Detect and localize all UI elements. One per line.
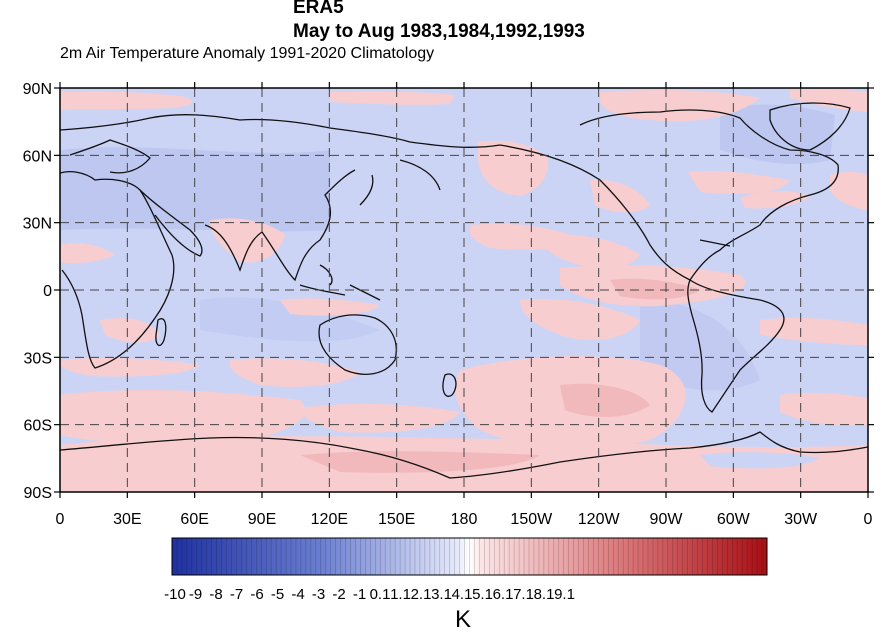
arabia-coast-line bbox=[139, 189, 203, 257]
colorbar-label: -9 bbox=[189, 586, 202, 603]
africa-coast-line bbox=[60, 171, 175, 369]
lon-label: 90E bbox=[248, 511, 276, 528]
warm-patch bbox=[60, 357, 200, 377]
colorbar-label: 6.1 bbox=[493, 586, 514, 603]
lat-label: 90S bbox=[24, 485, 52, 502]
colorbar bbox=[171, 537, 768, 576]
lon-label: 90W bbox=[650, 511, 684, 528]
colorbar-unit: K bbox=[455, 606, 472, 633]
japan-coast-line bbox=[359, 174, 374, 206]
lat-label: 0 bbox=[43, 283, 52, 300]
antarctica-coast-line bbox=[60, 431, 868, 479]
warm-patch bbox=[600, 90, 760, 122]
warm-patch bbox=[740, 190, 810, 209]
latitude-axis: 90N 60N 30N 0 30S 60S 90S bbox=[23, 81, 874, 502]
colorbar-label: -10 bbox=[164, 586, 186, 603]
lon-label: 180 bbox=[451, 511, 478, 528]
warm-patch bbox=[780, 392, 868, 426]
lon-label: 150E bbox=[378, 511, 415, 528]
siberia-coast-line bbox=[399, 159, 441, 191]
colorbar-labels: -10 -9 -8 -7 -6 -5 -4 -3 -2 -1 0.1 1.1 2.1 3.1 4.1 5.1 6… bbox=[164, 586, 575, 603]
colorbar-label: -5 bbox=[271, 586, 284, 603]
colorbar-label: 4.1 bbox=[452, 586, 473, 603]
lat-label: 90N bbox=[23, 81, 52, 98]
lon-label: 120W bbox=[578, 511, 621, 528]
north-america-coast-line bbox=[499, 109, 839, 281]
warm-patch bbox=[688, 170, 790, 195]
colorbar-label: -6 bbox=[250, 586, 263, 603]
colorbar-label: -4 bbox=[291, 586, 304, 603]
lon-label: 30E bbox=[113, 511, 141, 528]
australia-coast-line bbox=[318, 314, 397, 375]
colorbar-label: -1 bbox=[353, 586, 366, 603]
lat-label: 30N bbox=[23, 216, 52, 233]
lon-label: 0 bbox=[56, 511, 65, 528]
colorbar-label: 3.1 bbox=[431, 586, 452, 603]
colorbar-label: 9.1 bbox=[554, 586, 575, 603]
warm-patch bbox=[478, 140, 549, 196]
colorbar-ticks bbox=[176, 538, 763, 575]
warm-patch bbox=[60, 390, 306, 445]
warm-patch bbox=[539, 234, 640, 269]
graticule bbox=[60, 88, 868, 492]
indonesia-coast-line bbox=[299, 264, 381, 301]
lon-label: 60W bbox=[717, 511, 751, 528]
colorbar-label: -2 bbox=[332, 586, 345, 603]
lat-label: 30S bbox=[24, 350, 52, 367]
map-title-period: May to Aug 1983,1984,1992,1993 bbox=[293, 21, 585, 42]
east-asia-coast-line bbox=[261, 169, 356, 282]
colorbar-label: 5.1 bbox=[472, 586, 493, 603]
warm-patch bbox=[790, 89, 868, 112]
lon-label: 0 bbox=[864, 511, 873, 528]
warm-patch bbox=[210, 218, 285, 263]
caribbean-coast-line bbox=[699, 239, 731, 247]
warm-core bbox=[560, 383, 650, 417]
north-eurasia-coast-line bbox=[60, 114, 501, 148]
warm-core bbox=[610, 278, 700, 300]
colorbar-label: 2.1 bbox=[411, 586, 432, 603]
warm-patch bbox=[100, 318, 160, 343]
colorbar-label: 7.1 bbox=[513, 586, 534, 603]
lon-label: 30W bbox=[784, 511, 818, 528]
lon-label: 60E bbox=[180, 511, 208, 528]
map-title-source: ERA5 bbox=[293, 0, 344, 18]
warm-patch bbox=[280, 298, 380, 316]
lat-label: 60S bbox=[24, 418, 52, 435]
new-zealand-coast-line bbox=[442, 373, 457, 397]
warm-patch bbox=[760, 317, 868, 345]
colorbar-label: 8.1 bbox=[534, 586, 555, 603]
warm-patch bbox=[830, 171, 868, 210]
warm-patch bbox=[520, 298, 640, 340]
warm-patch bbox=[60, 91, 193, 110]
colorbar-label: -3 bbox=[312, 586, 325, 603]
madagascar-coast-line bbox=[155, 318, 167, 347]
cold-patch bbox=[60, 147, 330, 232]
map-subtitle: 2m Air Temperature Anomaly 1991-2020 Cli… bbox=[60, 45, 435, 62]
greenland-coast-line bbox=[769, 102, 851, 151]
warm-patch bbox=[60, 243, 115, 264]
europe-coast-line bbox=[69, 139, 151, 174]
colorbar-label: -8 bbox=[209, 586, 222, 603]
cold-patch bbox=[200, 297, 380, 342]
india-coast-line bbox=[204, 224, 263, 272]
cold-patch bbox=[700, 452, 820, 469]
colorbar-label: -7 bbox=[230, 586, 243, 603]
anomaly-field bbox=[60, 88, 868, 492]
warm-patch bbox=[590, 179, 650, 213]
warm-core bbox=[300, 451, 540, 473]
longitude-axis: 0 30E 60E 90E 120E 150E 180 150W 120W 90W 60W 30W 0 bbox=[56, 82, 873, 528]
warm-patch bbox=[300, 403, 460, 433]
south-america-coast-line bbox=[687, 279, 785, 413]
warm-patch bbox=[330, 91, 455, 105]
colorbar-label: 1.1 bbox=[390, 586, 411, 603]
lon-label: 120E bbox=[311, 511, 348, 528]
colorbar-label: 0.1 bbox=[370, 586, 391, 603]
lat-label: 60N bbox=[23, 148, 52, 165]
coastlines bbox=[60, 102, 868, 479]
lon-label: 150W bbox=[510, 511, 553, 528]
